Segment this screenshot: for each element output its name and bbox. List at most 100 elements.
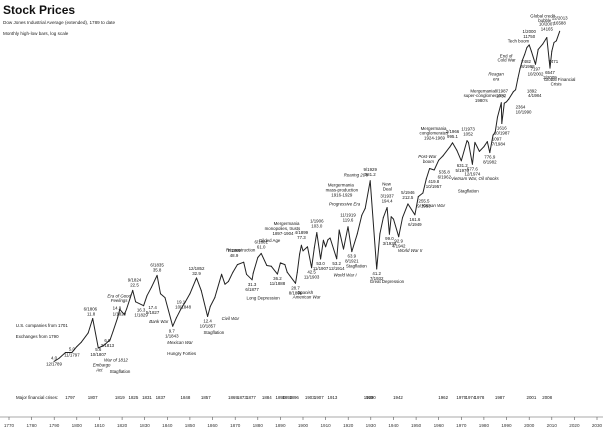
- price-label: 11.8: [87, 312, 96, 317]
- price-label: 77.3: [297, 235, 306, 240]
- price-label: 63.9: [348, 254, 357, 259]
- price-label: 7197: [531, 66, 541, 71]
- x-tick-label: 1860: [207, 423, 218, 428]
- price-point: [500, 102, 502, 104]
- price-point: [307, 246, 308, 248]
- price-point: [379, 233, 381, 235]
- price-label: 61.0: [257, 244, 266, 249]
- price-label: 22.5: [130, 282, 139, 287]
- era-annotation: 4/1984: [528, 93, 542, 98]
- price-point: [276, 273, 278, 275]
- era-annotation: era: [493, 76, 500, 81]
- price-label: 2737: [496, 94, 506, 99]
- price-label: 8/1982: [483, 160, 497, 165]
- price-point: [414, 214, 416, 216]
- price-point: [343, 248, 344, 250]
- price-label: 10/1807: [90, 352, 106, 357]
- price-label: 31.3: [248, 282, 257, 287]
- era-annotation: Crisis: [551, 82, 563, 87]
- x-tick-label: 1870: [230, 423, 241, 428]
- x-tick-label: 1920: [343, 423, 354, 428]
- price-point: [200, 289, 202, 291]
- price-label: 381.2: [365, 172, 377, 177]
- crisis-year: 1877: [246, 395, 256, 400]
- price-point: [214, 297, 216, 299]
- price-point: [295, 282, 296, 284]
- price-label: 41.2: [372, 271, 381, 276]
- price-point: [296, 271, 298, 273]
- crisis-year: 2001: [527, 395, 537, 400]
- crisis-year: 1825: [129, 395, 139, 400]
- price-point: [483, 146, 485, 148]
- crisis-year: 1869: [228, 395, 238, 400]
- price-label: 1/2000: [522, 29, 536, 34]
- price-point: [58, 358, 60, 359]
- crisis-year: 1907: [314, 395, 324, 400]
- price-label: 5/1970: [455, 168, 469, 173]
- crises-label: Major financial crises:: [16, 395, 58, 400]
- x-axis: 1770 1780 1790 1800 1810 1820 1830 1840 1850 1860…: [0, 416, 603, 428]
- price-point: [526, 47, 528, 48]
- crisis-year: 1962: [438, 395, 448, 400]
- price-point: [471, 163, 473, 165]
- price-point: [279, 262, 281, 264]
- price-point: [390, 216, 392, 218]
- dow-jones-price-line: [53, 31, 561, 362]
- era-annotation: Korean War: [422, 203, 446, 208]
- crisis-year: 1913: [328, 395, 338, 400]
- price-point: [196, 277, 197, 279]
- price-label: 5/1946: [401, 190, 415, 195]
- price-point: [286, 271, 288, 273]
- era-annotation: monopolies, trusts: [265, 226, 301, 231]
- price-label: 35.8: [153, 267, 162, 272]
- price-point: [257, 257, 259, 258]
- price-label: 32.9: [192, 271, 201, 276]
- price-point: [512, 91, 514, 93]
- price-point: [376, 268, 378, 270]
- price-point: [456, 149, 458, 151]
- price-point: [553, 42, 555, 43]
- price-point: [71, 352, 73, 353]
- crisis-year: 1807: [88, 395, 98, 400]
- era-annotation: 7/1984: [492, 141, 506, 146]
- price-point: [351, 251, 353, 253]
- price-label: 92.9: [394, 239, 403, 244]
- x-tick-label: 1820: [117, 423, 128, 428]
- price-point: [356, 233, 358, 235]
- crisis-year: 1970: [456, 395, 466, 400]
- crisis-year: 1797: [65, 395, 75, 400]
- era-annotation: Mergermania: [274, 221, 300, 226]
- era-annotation: 8/1998: [521, 64, 535, 69]
- price-point: [402, 217, 403, 219]
- price-label: 99.0: [385, 236, 394, 241]
- era-annotation: 2364: [516, 105, 526, 110]
- price-point: [460, 160, 462, 162]
- price-point: [519, 67, 521, 69]
- price-point: [270, 265, 272, 267]
- era-annotation: Era of Good: [107, 294, 131, 299]
- era-annotation: Stagflation: [110, 369, 131, 374]
- crisis-year: 1819: [115, 395, 125, 400]
- x-tick-label: 1810: [94, 423, 105, 428]
- price-point: [361, 214, 363, 216]
- price-point: [97, 347, 99, 349]
- era-annotation: mass-production: [326, 187, 359, 192]
- price-label: 53.0: [316, 261, 325, 266]
- price-label: 12/1974: [464, 171, 480, 176]
- price-point: [433, 169, 435, 171]
- price-point: [466, 140, 468, 142]
- era-annotation: 10/1990: [516, 110, 532, 115]
- x-tick-label: 1980: [479, 423, 490, 428]
- price-point: [252, 272, 254, 274]
- x-tick-label: 1990: [501, 423, 512, 428]
- x-tick-label: 1940: [388, 423, 399, 428]
- era-annotation: 1916-1929: [331, 192, 353, 197]
- era-annotation: super-conglomerates,: [464, 93, 506, 98]
- price-label: 1/1829: [134, 313, 148, 318]
- price-label: 10/1987: [494, 131, 510, 136]
- era-annotation: End of: [500, 53, 513, 58]
- era-annotation: Mergemania: [470, 88, 495, 93]
- price-point: [506, 101, 507, 103]
- era-annotation: Stagflation: [346, 263, 367, 268]
